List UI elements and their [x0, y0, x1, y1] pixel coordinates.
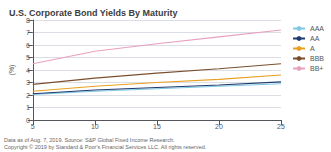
- svg-text:BB+: BB+: [310, 65, 323, 72]
- svg-text:3: 3: [26, 79, 30, 86]
- svg-text:5: 5: [31, 123, 35, 130]
- svg-text:7: 7: [26, 29, 30, 36]
- svg-text:15: 15: [153, 123, 161, 130]
- svg-text:A: A: [310, 45, 315, 52]
- svg-text:10: 10: [91, 123, 99, 130]
- svg-text:20: 20: [215, 123, 223, 130]
- svg-text:1: 1: [26, 104, 30, 111]
- svg-text:Data as of Aug. 7, 2019. Sourc: Data as of Aug. 7, 2019. Source: S&P Glo…: [4, 137, 175, 143]
- svg-text:(%): (%): [8, 65, 16, 76]
- svg-text:8: 8: [26, 17, 30, 24]
- svg-text:BBB: BBB: [310, 55, 324, 62]
- svg-text:0: 0: [26, 117, 30, 124]
- svg-text:5: 5: [26, 54, 30, 61]
- svg-text:U.S. Corporate Bond Yields By: U.S. Corporate Bond Yields By Maturity: [9, 8, 178, 18]
- svg-text:AA: AA: [310, 35, 320, 42]
- svg-text:25: 25: [277, 123, 285, 130]
- svg-text:2: 2: [26, 92, 30, 99]
- svg-text:6: 6: [26, 42, 30, 49]
- svg-text:Copyright © 2019 by Standard &: Copyright © 2019 by Standard & Poor's Fi…: [4, 144, 207, 150]
- svg-text:AAA: AAA: [310, 25, 324, 32]
- svg-text:4: 4: [26, 67, 30, 74]
